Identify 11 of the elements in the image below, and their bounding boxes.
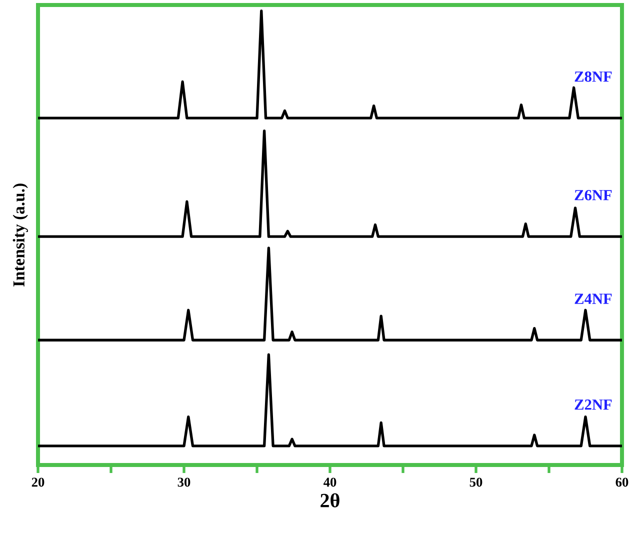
series-label: Z4NF xyxy=(574,294,612,304)
x-tick-label: 20 xyxy=(32,478,44,487)
x-axis-title: 2θ xyxy=(320,493,340,508)
x-tick-label: 60 xyxy=(616,478,628,487)
series-label: Z8NF xyxy=(574,71,612,82)
series-label: Z6NF xyxy=(574,190,612,200)
series-label: Z2NF xyxy=(574,400,612,410)
x-tick-label: 30 xyxy=(178,478,190,487)
x-tick-label: 50 xyxy=(470,478,482,487)
y-axis-title: Intensity (a.u.) xyxy=(12,184,28,287)
x-tick-label: 40 xyxy=(324,478,336,487)
